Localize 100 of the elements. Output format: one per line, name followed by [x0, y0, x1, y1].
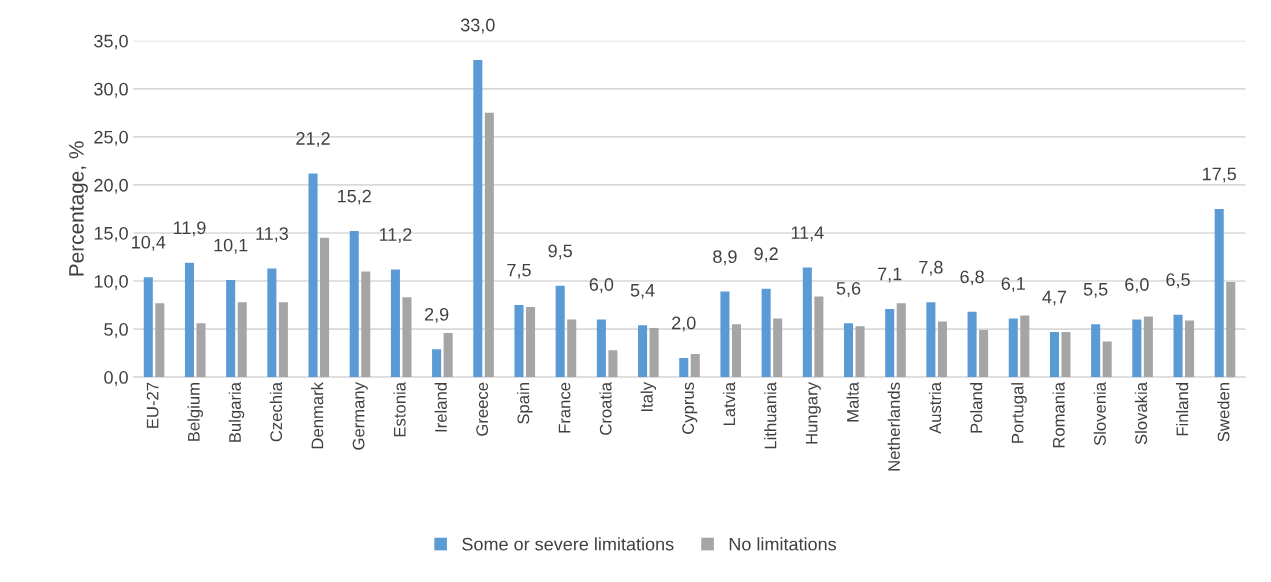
bar: [349, 231, 359, 378]
data-label: 21,2: [296, 132, 330, 147]
x-tick-label: Estonia: [393, 382, 406, 437]
x-tick-label: Hungary: [805, 382, 821, 444]
bar: [1173, 314, 1183, 378]
bar: [843, 323, 854, 378]
data-label: 2,0: [672, 316, 696, 332]
bar: [1226, 281, 1236, 378]
bar: [679, 357, 689, 378]
x-tick-label: Belgium: [187, 383, 204, 441]
x-tick-label: Finland: [1176, 383, 1189, 436]
data-label: 5,4: [630, 284, 655, 299]
bar: [979, 330, 989, 378]
x-tick-label: Denmark: [311, 381, 324, 449]
bar: [720, 291, 730, 378]
bar: [278, 302, 288, 378]
x-tick-label: Latvia: [722, 382, 736, 426]
bar: [596, 319, 606, 378]
bar: [896, 303, 906, 378]
x-tick-label: Slovakia: [1134, 382, 1148, 445]
data-label: 33,0: [460, 18, 495, 34]
data-label: 10,1: [214, 238, 248, 254]
data-label: 9,2: [754, 247, 778, 263]
bar: [967, 311, 977, 378]
bar: [926, 302, 936, 378]
bar: [1185, 320, 1195, 378]
bar: [308, 173, 318, 378]
bar: [761, 288, 771, 378]
bar: [802, 267, 812, 378]
x-tick-label: Cyprus: [682, 382, 698, 434]
bar: [484, 112, 494, 378]
bar: [885, 308, 895, 378]
x-tick-label: Austria: [928, 382, 942, 434]
data-label: 7,5: [507, 263, 531, 279]
y-tick-label: 15,0: [94, 226, 128, 242]
x-tick-label: Romania: [1052, 381, 1065, 448]
bar: [814, 296, 824, 378]
bar: [1091, 324, 1101, 378]
bar: [402, 297, 412, 378]
data-label: 4,7: [1042, 290, 1067, 306]
y-tick-label: 30,0: [94, 82, 128, 98]
bar: [443, 332, 453, 378]
bar: [432, 349, 442, 378]
bar: [1143, 316, 1153, 378]
bar: [555, 285, 565, 378]
bar: [731, 324, 741, 378]
bar: [1049, 331, 1059, 378]
data-label: 15,2: [338, 189, 371, 205]
data-label: 6,0: [589, 278, 614, 294]
x-tick-label: Croatia: [599, 381, 612, 435]
data-label: 6,1: [1001, 277, 1025, 293]
data-label: 6,8: [960, 270, 984, 286]
data-label: 6,5: [1166, 273, 1190, 289]
data-label: 5,6: [836, 281, 861, 297]
bar: [567, 319, 577, 378]
data-label: 11,3: [256, 227, 288, 243]
x-tick-label: Germany: [352, 382, 368, 450]
bar: [1008, 318, 1018, 378]
x-tick-label: Portugal: [1011, 383, 1027, 443]
bar: [608, 350, 618, 378]
bar: [226, 280, 236, 378]
x-tick-label: Italy: [640, 382, 657, 412]
x-tick-label: Bulgaria: [228, 381, 245, 442]
data-label: 10,4: [132, 235, 166, 251]
bar: [773, 318, 783, 378]
y-tick-label: 5,0: [104, 323, 128, 338]
bar: [1102, 341, 1112, 378]
bar: [514, 305, 524, 378]
bar: [1061, 331, 1071, 378]
x-tick-label: Greece: [476, 382, 489, 436]
bar: [690, 354, 700, 378]
data-label: 17,5: [1203, 167, 1237, 183]
x-tick-label: Netherlands: [887, 382, 900, 471]
bar: [184, 262, 194, 378]
y-tick-label: 20,0: [94, 178, 128, 194]
data-label: 11,9: [173, 221, 206, 237]
bar: [638, 325, 648, 378]
x-tick-label: Poland: [970, 383, 983, 433]
data-label: 11,2: [379, 228, 412, 244]
x-tick-label: Czechia: [269, 382, 283, 442]
x-tick-label: Ireland: [434, 383, 447, 432]
data-label: 7,8: [919, 260, 943, 276]
bar: [320, 237, 330, 378]
bar: [649, 328, 659, 378]
y-tick-label: 35,0: [94, 34, 128, 50]
bar: [937, 321, 947, 378]
bar: [390, 269, 400, 378]
bar: [1020, 315, 1030, 378]
data-label: 5,5: [1083, 283, 1108, 298]
bar: [1132, 319, 1142, 378]
bar: [196, 323, 206, 378]
bar: [1214, 208, 1224, 378]
x-tick-label: Slovenia: [1093, 382, 1106, 446]
bar: [143, 277, 153, 378]
bar: [525, 306, 536, 378]
legend-label: Some or severe limitations: [462, 537, 674, 551]
data-label: 9,5: [548, 244, 572, 260]
bar: [267, 268, 277, 378]
x-tick-label: France: [558, 382, 571, 433]
y-axis-title: Percentage, %: [69, 141, 88, 276]
